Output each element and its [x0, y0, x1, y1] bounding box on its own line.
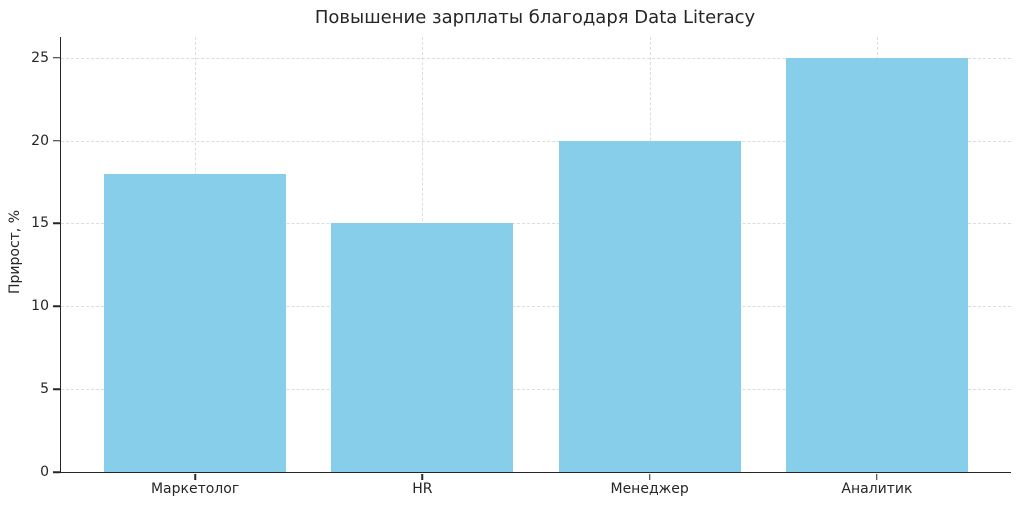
- x-tick-mark: [421, 473, 424, 480]
- bar: [104, 173, 286, 472]
- x-tick-label: HR: [412, 481, 433, 497]
- gridline-horizontal: [61, 57, 1011, 59]
- x-tick-label: Аналитик: [841, 481, 913, 497]
- y-tick-mark: [53, 222, 60, 225]
- x-tick-mark: [194, 473, 196, 480]
- gridline-horizontal: [61, 223, 1011, 225]
- x-tick-mark: [876, 473, 878, 480]
- bar: [786, 57, 968, 472]
- x-tick-label: Маркетолог: [150, 481, 240, 497]
- plot-area: 0 5 10 15 20 25 Маркетолог HR Менеджер Аналитик: [31, 37, 1011, 496]
- gridline-horizontal: [61, 389, 1011, 391]
- chart-title: Повышение зарплаты благодаря Data Litera…: [314, 7, 756, 28]
- y-tick-label: 15: [31, 215, 49, 232]
- y-tick-mark: [53, 388, 60, 390]
- y-tick-label: 10: [31, 298, 49, 315]
- y-tick-mark: [53, 139, 60, 142]
- y-tick-mark: [53, 305, 60, 308]
- x-tick-label: Менеджер: [610, 481, 689, 497]
- y-tick-label: 5: [40, 381, 49, 398]
- y-tick-mark: [53, 471, 60, 473]
- gridline-horizontal: [61, 140, 1011, 142]
- y-tick-label: 25: [31, 49, 49, 66]
- y-tick-label: 20: [31, 132, 49, 149]
- y-tick-mark: [53, 56, 60, 59]
- bar: [558, 140, 741, 472]
- y-tick-label: 0: [40, 464, 49, 480]
- bar: [331, 223, 514, 472]
- gridline-horizontal: [61, 306, 1011, 308]
- y-axis-label: Прирост, %: [7, 209, 23, 295]
- x-tick-mark: [648, 473, 651, 480]
